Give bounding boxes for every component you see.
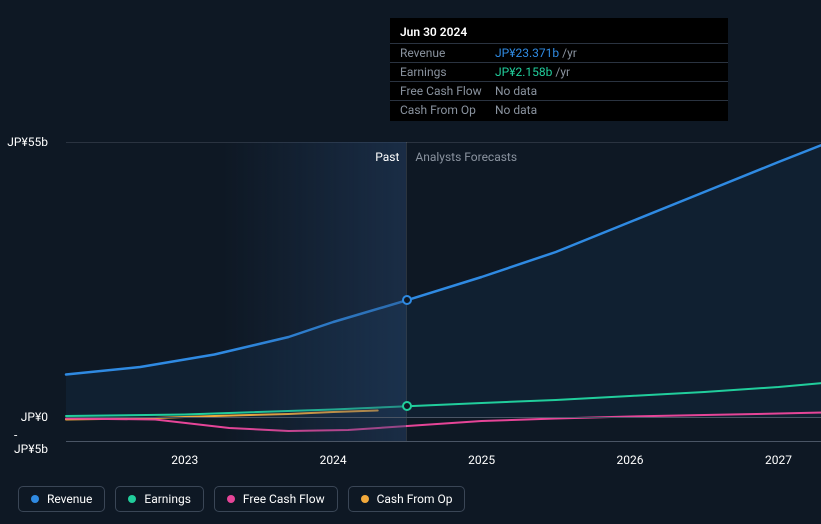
tooltip-row-value: No data — [495, 84, 537, 98]
past-shade-region — [223, 142, 407, 442]
x-axis-label: 2025 — [468, 453, 495, 467]
tooltip-row-value: JP¥23.371b — [495, 46, 559, 60]
x-axis-label: 2026 — [617, 453, 644, 467]
hover-point-earnings — [402, 401, 412, 411]
tooltip-row-label: Revenue — [400, 46, 495, 60]
legend-dot-icon — [227, 495, 235, 503]
legend-item-earnings[interactable]: Earnings — [115, 486, 204, 512]
bottom-axis-line — [66, 441, 821, 442]
tooltip-row: RevenueJP¥23.371b/yr — [390, 43, 728, 62]
tooltip-row: EarningsJP¥2.158b/yr — [390, 62, 728, 81]
x-axis-label: 2027 — [765, 453, 792, 467]
legend-item-fcf[interactable]: Free Cash Flow — [214, 486, 338, 512]
past-period-label: Past — [375, 150, 399, 164]
forecast-period-label: Analysts Forecasts — [415, 150, 517, 164]
plot-area[interactable]: Past Analysts Forecasts — [66, 142, 821, 442]
legend-item-label: Earnings — [144, 492, 191, 506]
chart-svg — [66, 142, 821, 442]
tooltip-row: Cash From OpNo data — [390, 100, 728, 119]
y-axis-label: JP¥0 — [21, 410, 48, 424]
tooltip-title: Jun 30 2024 — [390, 22, 728, 43]
legend-item-label: Revenue — [47, 492, 92, 506]
tooltip-row-value: No data — [495, 103, 537, 117]
legend-dot-icon — [128, 495, 136, 503]
hover-tooltip: Jun 30 2024 RevenueJP¥23.371b/yrEarnings… — [390, 18, 728, 121]
hover-point-revenue — [402, 295, 412, 305]
legend-item-revenue[interactable]: Revenue — [18, 486, 105, 512]
legend-item-cfo[interactable]: Cash From Op — [348, 486, 466, 512]
legend-dot-icon — [361, 495, 369, 503]
tooltip-row-label: Free Cash Flow — [400, 84, 495, 98]
legend: Revenue Earnings Free Cash Flow Cash From O… — [18, 486, 465, 512]
tooltip-row-label: Cash From Op — [400, 103, 495, 117]
tooltip-row-label: Earnings — [400, 65, 495, 79]
x-axis-label: 2024 — [320, 453, 347, 467]
tooltip-row-unit: /yr — [555, 65, 570, 79]
y-axis-label: -JP¥5b — [14, 428, 48, 456]
tooltip-row-unit: /yr — [562, 46, 577, 60]
top-gridline — [66, 142, 821, 143]
x-axis-label: 2023 — [171, 453, 198, 467]
legend-item-label: Free Cash Flow — [243, 492, 325, 506]
y-axis-label: JP¥55b — [7, 135, 48, 149]
legend-item-label: Cash From Op — [377, 492, 453, 506]
tooltip-row: Free Cash FlowNo data — [390, 81, 728, 100]
tooltip-row-value: JP¥2.158b — [495, 65, 552, 79]
zero-line — [66, 417, 821, 418]
legend-dot-icon — [31, 495, 39, 503]
